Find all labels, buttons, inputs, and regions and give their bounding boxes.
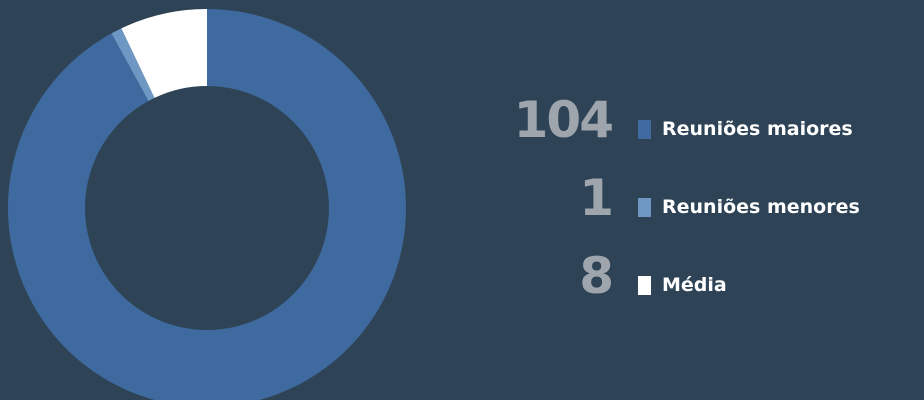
legend-value: 104 [513,91,614,149]
donut-slice [121,9,207,98]
legend-value: 8 [579,247,614,305]
legend-swatch [638,198,651,217]
legend-label: Reuniões maiores [662,118,853,140]
legend-item: 8 Média [500,248,924,326]
chart-legend: 104 Reuniões maiores 1 Reuniões menores … [500,92,924,326]
legend-label: Reuniões menores [662,196,860,218]
legend-swatch [638,120,651,139]
donut-slice [111,28,155,101]
legend-item: 1 Reuniões menores [500,170,924,248]
legend-label: Média [662,274,727,296]
legend-item: 104 Reuniões maiores [500,92,924,170]
donut-slice [8,9,406,400]
legend-value: 1 [579,169,614,227]
legend-swatch [638,276,651,295]
